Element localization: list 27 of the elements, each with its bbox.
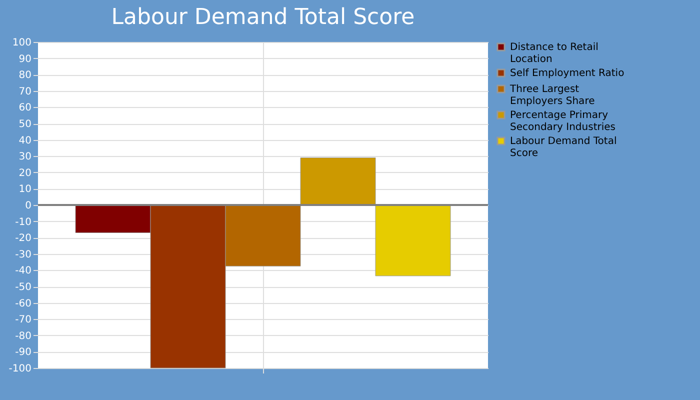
y-tick-label: 80 [18, 70, 32, 82]
legend-label: Three Largest Employers Share [509, 84, 595, 107]
y-tick-label: -70 [15, 314, 32, 326]
y-tick-label: -30 [15, 249, 32, 260]
y-tick-label: -90 [15, 347, 32, 358]
y-tick-label: 50 [18, 119, 32, 130]
y-tick-label: 30 [18, 152, 32, 163]
y-tick-label: 40 [18, 135, 32, 146]
y-tick-label: 10 [18, 184, 32, 196]
y-tick-label: -20 [15, 233, 32, 244]
y-tick-label: 90 [18, 54, 32, 65]
y-tick-label: -40 [15, 266, 32, 277]
y-tick-label: 0 [25, 200, 32, 212]
chart-title: Labour Demand Total Score [111, 5, 415, 30]
legend-label: Distance to Retail Location [510, 42, 598, 65]
y-tick-label: -50 [15, 282, 32, 293]
legend-label: Percentage Primary Secondary Industries [510, 110, 616, 133]
y-tick-label: -80 [15, 330, 32, 342]
y-tick-label: 20 [18, 168, 32, 179]
y-tick-label: -100 [8, 364, 32, 374]
y-tick-label: 100 [12, 38, 32, 48]
y-tick-label: -60 [15, 298, 32, 310]
y-tick-label: 60 [18, 102, 32, 114]
legend-label: Self Employment Ratio [510, 68, 624, 79]
y-tick-label: -10 [15, 216, 32, 228]
legend-label: Labour Demand Total Score [510, 136, 617, 159]
y-tick-label: 70 [18, 86, 32, 98]
